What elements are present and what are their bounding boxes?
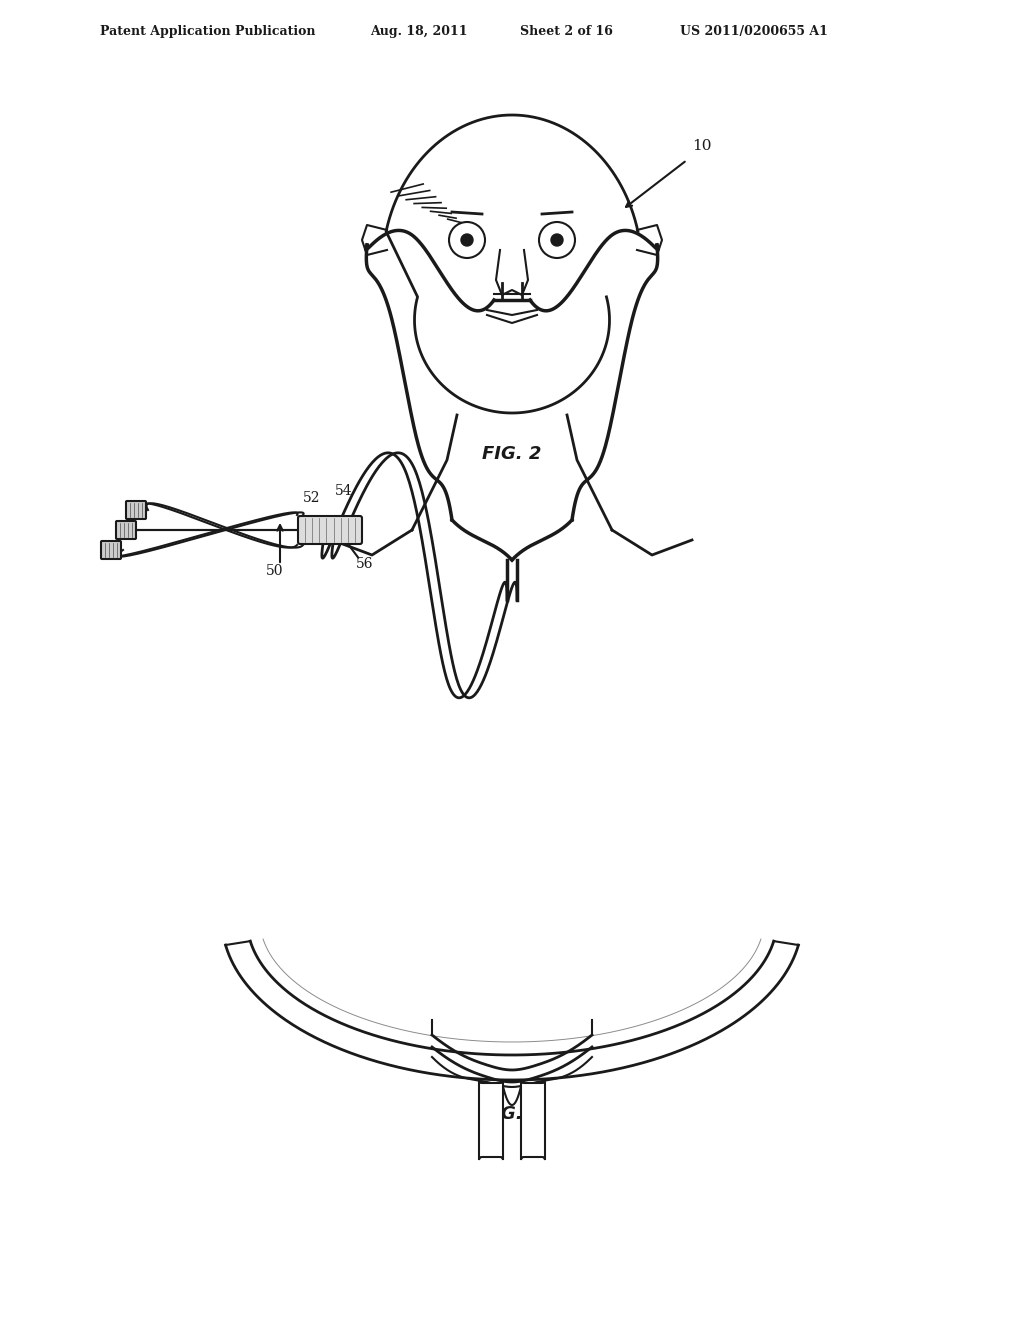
FancyBboxPatch shape xyxy=(116,521,136,539)
Text: FIG. 2: FIG. 2 xyxy=(482,445,542,463)
Text: 54: 54 xyxy=(335,484,353,498)
Text: 56: 56 xyxy=(356,557,374,572)
FancyBboxPatch shape xyxy=(479,1080,503,1160)
Circle shape xyxy=(461,234,473,246)
Text: Patent Application Publication: Patent Application Publication xyxy=(100,25,315,38)
Text: FIG. 3: FIG. 3 xyxy=(482,1105,542,1123)
Text: US 2011/0200655 A1: US 2011/0200655 A1 xyxy=(680,25,827,38)
FancyBboxPatch shape xyxy=(126,502,146,519)
FancyBboxPatch shape xyxy=(521,1080,545,1160)
Text: 10: 10 xyxy=(692,139,712,153)
FancyBboxPatch shape xyxy=(101,541,121,558)
Text: 50: 50 xyxy=(266,564,284,578)
FancyBboxPatch shape xyxy=(298,516,362,544)
Text: Aug. 18, 2011: Aug. 18, 2011 xyxy=(370,25,468,38)
Text: 52: 52 xyxy=(303,491,321,506)
Circle shape xyxy=(551,234,563,246)
Text: Sheet 2 of 16: Sheet 2 of 16 xyxy=(520,25,613,38)
